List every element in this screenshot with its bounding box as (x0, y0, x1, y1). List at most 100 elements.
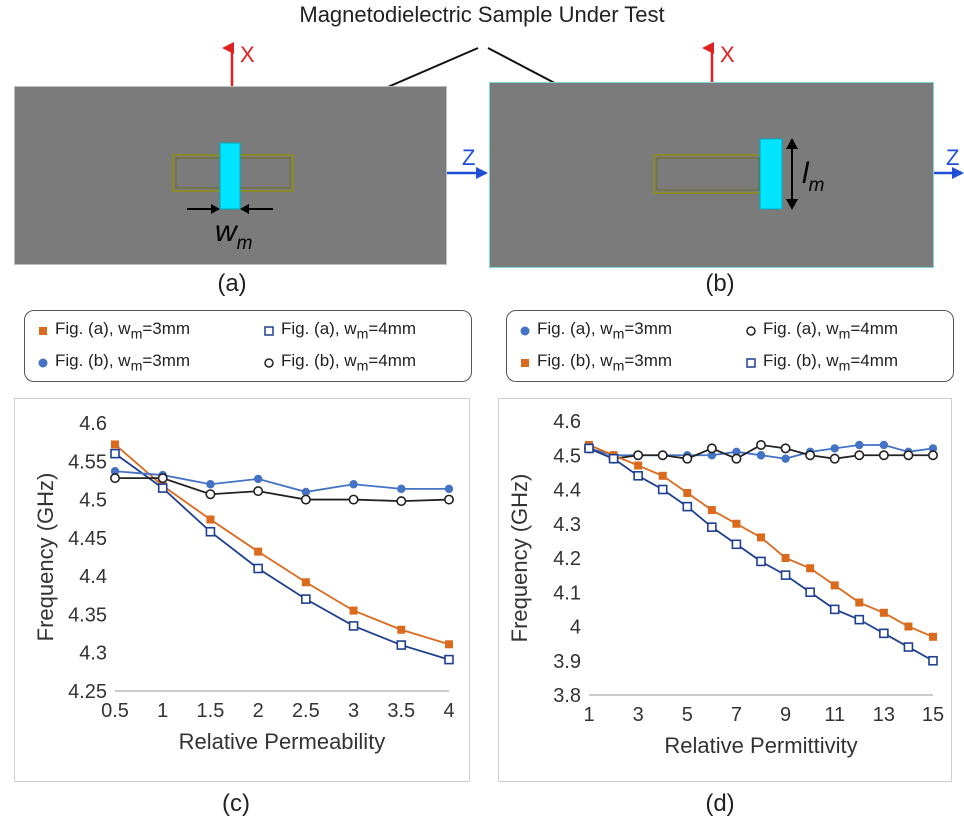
data-point (780, 570, 791, 580)
y-tick-label: 4.5 (553, 445, 581, 467)
marker-circle-open-icon (746, 325, 756, 336)
width-arrowhead-right (240, 204, 249, 214)
x-tick-label: 3 (348, 700, 359, 722)
data-point (928, 444, 938, 453)
data-point (633, 450, 644, 461)
data-point (253, 563, 263, 574)
data-point (608, 453, 619, 464)
series-line (114, 470, 449, 493)
series-line (114, 452, 450, 661)
data-point (111, 440, 119, 449)
data-point (443, 494, 454, 505)
marker-square-filled-icon (521, 358, 529, 367)
legend-c-label-1: Fig. (a), wm=4mm (281, 319, 417, 343)
data-point (732, 447, 741, 457)
data-point (756, 451, 766, 460)
legend-c-label-0: Fig. (a), wm=3mm (55, 319, 191, 343)
data-point (805, 450, 816, 461)
length-arrowhead-bottom (786, 199, 798, 210)
data-point (731, 453, 742, 464)
data-point (633, 471, 643, 481)
length-label: lm (802, 157, 825, 196)
marker-square-open-icon (264, 325, 274, 336)
y-tick-label: 4.35 (68, 604, 107, 626)
data-point (110, 467, 120, 476)
data-point (157, 483, 168, 493)
chart-c-plot: 4.25 4.3 4.35 4.4 4.45 4.5 4.55 4.6 0.5 1 1.5 2 2.5 3… (33, 413, 455, 754)
marker-circle-open-icon (264, 357, 274, 368)
data-point (584, 443, 594, 454)
data-point (903, 450, 914, 461)
data-point (707, 451, 717, 460)
y-tick-label: 4.55 (68, 451, 107, 473)
z-label-a: Z (462, 145, 475, 170)
x-tick-label: 7 (731, 704, 742, 726)
series-3 (584, 443, 938, 666)
data-point (927, 450, 938, 461)
x-label-a: X (240, 42, 255, 67)
legend-c-item-0: Fig. (a), wm=3mm (37, 319, 190, 342)
width-label: wm (215, 215, 253, 254)
legend-d-item-1: Fig. (a), wm=4mm (745, 319, 898, 342)
data-point (879, 628, 889, 639)
data-point (756, 556, 766, 567)
chart-d: 3.83.944.14.24.34.44.54.61 3 5 7 9 11 13 15Rela… (507, 411, 944, 758)
data-point (445, 640, 453, 649)
legend-c-label-3: Fig. (b), wm=4mm (281, 351, 417, 375)
data-point (110, 473, 121, 484)
data-point (396, 640, 407, 650)
data-point (206, 515, 215, 524)
x-tick-label: 2.5 (292, 700, 320, 722)
data-point (706, 443, 717, 454)
legend-d-label-3: Fig. (b), wm=4mm (763, 351, 899, 375)
y-axis-label: Frequency (GHz) (507, 474, 532, 643)
data-point (634, 461, 643, 470)
data-point (755, 439, 766, 450)
legend-c-label-2: Fig. (b), wm=3mm (55, 351, 191, 375)
data-point (928, 655, 938, 666)
data-point (301, 487, 311, 497)
series-1 (110, 448, 454, 665)
data-point (205, 489, 216, 500)
data-point (829, 604, 840, 615)
x-tick-label: 3.5 (387, 700, 415, 722)
legend-c: Fig. (a), wm=3mm Fig. (a), wm=4mm Fig. (… (24, 310, 472, 382)
data-point (781, 554, 790, 562)
data-point (300, 494, 311, 505)
width-arrowhead-left (211, 204, 220, 214)
data-point (732, 519, 741, 528)
legend-d-item-2: Fig. (b), wm=3mm (519, 351, 672, 374)
data-point (301, 578, 310, 587)
data-point (929, 632, 937, 641)
data-point (855, 598, 864, 607)
panel-label-c: (c) (222, 790, 250, 817)
data-point (444, 654, 454, 665)
data-point (854, 614, 865, 625)
data-point (349, 606, 358, 615)
data-point (903, 642, 914, 652)
data-point (781, 454, 790, 463)
y-tick-label: 4.4 (79, 566, 107, 588)
data-point (110, 448, 120, 459)
legend-d-label-0: Fig. (a), wm=3mm (537, 319, 673, 343)
legend-d-item-3: Fig. (b), wm=4mm (745, 351, 898, 374)
y-tick-label: 4.2 (553, 548, 581, 570)
data-point (157, 473, 168, 484)
data-point (707, 522, 717, 532)
data-point (657, 450, 668, 461)
data-point (757, 533, 765, 542)
data-point (904, 622, 913, 631)
x-tick-label: 1 (157, 700, 168, 722)
y-tick-label: 4.6 (79, 413, 107, 435)
y-tick-label: 4.3 (79, 643, 107, 665)
y-tick-label: 4.3 (553, 514, 581, 536)
panel-label-b: (b) (705, 270, 735, 297)
simulation-panel-b: lm (489, 82, 934, 268)
data-point (658, 471, 667, 480)
y-tick-label: 3.8 (553, 685, 581, 707)
legend-c-item-1: Fig. (a), wm=4mm (263, 319, 416, 342)
data-point (879, 608, 888, 617)
chart-d-plot: 3.83.944.14.24.34.44.54.61 3 5 7 9 11 13 15Rela… (507, 411, 944, 758)
x-tick-label: 13 (873, 704, 895, 726)
data-point (348, 621, 359, 631)
